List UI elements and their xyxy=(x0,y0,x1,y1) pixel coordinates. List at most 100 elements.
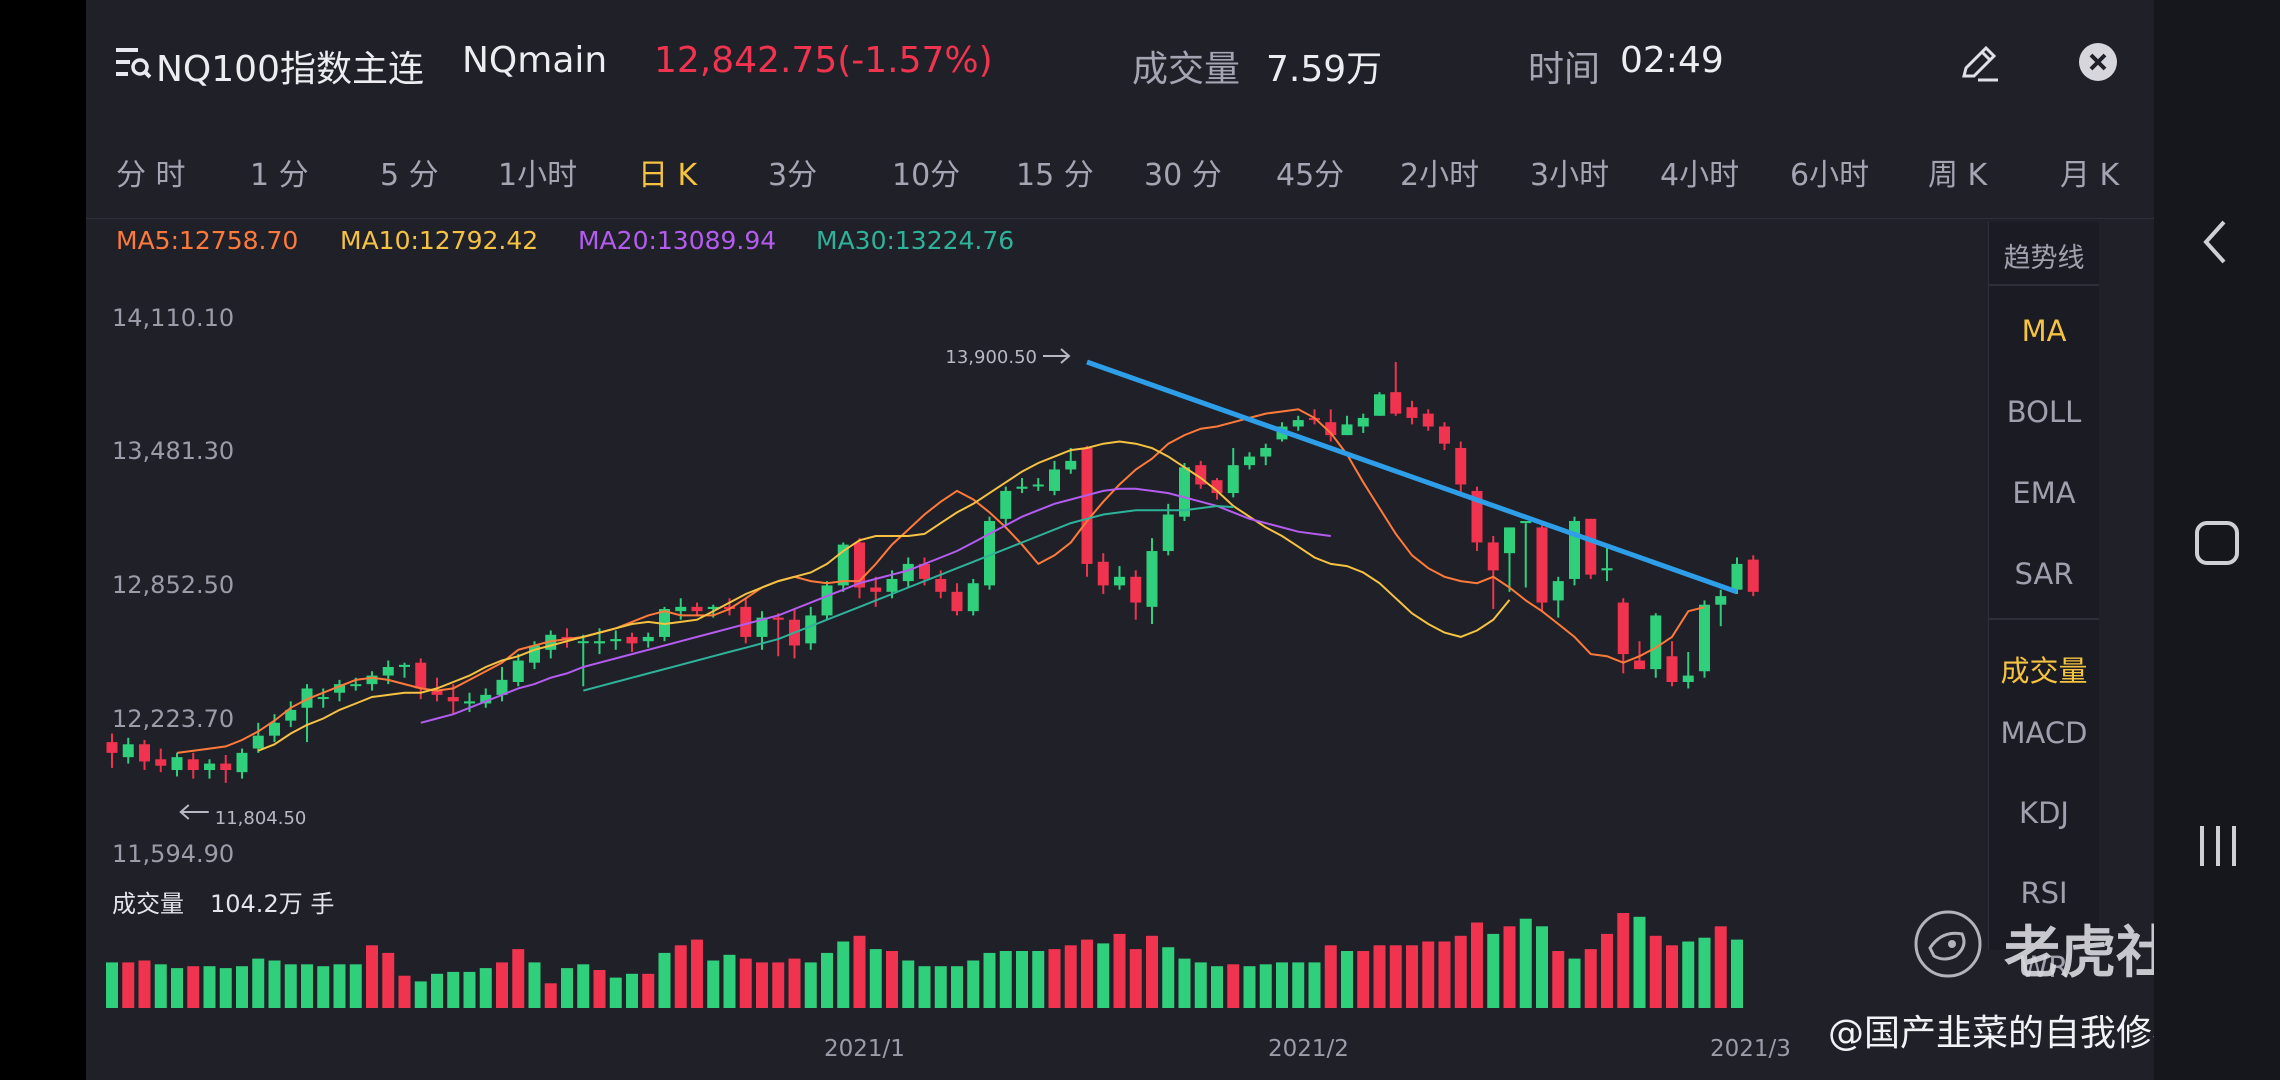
watermark-handle: @国产韭菜的自我修养 xyxy=(1828,1013,2189,1054)
tab-monthly-k[interactable]: 月 K xyxy=(2060,158,2120,193)
volume-bar xyxy=(1617,913,1630,1008)
side-item-ema[interactable]: EMA xyxy=(2012,476,2076,510)
volume-bar xyxy=(1324,945,1337,1008)
volume-bar xyxy=(886,951,898,1008)
tiger-logo-icon xyxy=(1914,910,1982,978)
candle-body xyxy=(1536,527,1548,603)
candle-body xyxy=(902,563,914,582)
candle-body xyxy=(171,757,183,771)
side-item-rsi[interactable]: RSI xyxy=(2020,876,2068,910)
volume-bar xyxy=(1048,949,1061,1008)
candle-body xyxy=(886,578,898,592)
tab-daily-k[interactable]: 日 K xyxy=(638,158,698,193)
volume-bar xyxy=(431,973,443,1008)
volume-bar xyxy=(1454,935,1467,1008)
volume-panel-label: 成交量 xyxy=(112,890,184,918)
tab-2hour[interactable]: 2小时 xyxy=(1400,158,1480,193)
tab-6hour[interactable]: 6小时 xyxy=(1790,158,1870,193)
volume-bar xyxy=(609,977,622,1008)
volume-bar xyxy=(837,941,850,1008)
volume-bar xyxy=(463,971,476,1008)
close-icon[interactable] xyxy=(2078,42,2118,82)
volume-bar xyxy=(1536,926,1548,1008)
candle-body xyxy=(707,606,719,610)
candle-body xyxy=(1114,576,1125,586)
volume-bar xyxy=(1211,966,1223,1008)
volume-bar xyxy=(1373,945,1386,1008)
volume-bar xyxy=(382,952,395,1008)
instrument-symbol: NQmain xyxy=(462,40,608,81)
candle-body xyxy=(1666,656,1678,683)
volume-bar xyxy=(1032,951,1045,1008)
volume-bar xyxy=(284,964,297,1008)
tab-1hour[interactable]: 1小时 xyxy=(498,158,578,193)
tab-3hour[interactable]: 3小时 xyxy=(1530,158,1610,193)
volume-bar xyxy=(1016,951,1028,1008)
volume-bar xyxy=(1341,951,1353,1008)
volume-bar xyxy=(349,964,362,1008)
candle-body xyxy=(1195,465,1207,485)
candle-body xyxy=(610,639,622,642)
candle-body xyxy=(1731,563,1743,590)
ma10-legend: MA10:12792.42 xyxy=(340,226,539,255)
candle-body xyxy=(837,544,849,586)
side-item-ma[interactable]: MA xyxy=(2021,314,2067,348)
candle-body xyxy=(1130,576,1142,603)
candle-body xyxy=(1016,486,1028,489)
volume-bar xyxy=(1682,941,1695,1008)
back-icon[interactable] xyxy=(2198,218,2234,266)
candle-body xyxy=(756,617,768,637)
tab-10min[interactable]: 10分 xyxy=(892,158,961,193)
side-item-boll[interactable]: BOLL xyxy=(2006,395,2082,429)
tab-5min[interactable]: 5 分 xyxy=(380,158,439,193)
candle-body xyxy=(1747,559,1759,592)
candle-body xyxy=(187,759,199,771)
candle-body xyxy=(561,636,573,640)
side-item-trendline[interactable]: 趋势线 xyxy=(2003,243,2085,274)
price-axis-label: 13,481.30 xyxy=(112,437,235,465)
volume-bar xyxy=(187,966,200,1008)
candle-body xyxy=(1390,392,1402,414)
candle-body xyxy=(1601,568,1613,571)
candle-body xyxy=(1634,660,1645,670)
side-item-kdj[interactable]: KDJ xyxy=(2019,796,2069,830)
candle-body xyxy=(659,609,670,637)
volume-bar xyxy=(1113,933,1126,1008)
volume-label: 成交量 xyxy=(1132,49,1241,90)
time-value: 02:49 xyxy=(1620,40,1724,81)
tab-15min[interactable]: 15 分 xyxy=(1016,158,1094,193)
volume-bar xyxy=(447,971,460,1008)
tab-45min[interactable]: 45分 xyxy=(1276,158,1345,193)
system-nav-bar xyxy=(2154,0,2280,1080)
volume-panel-value: 104.2万 手 xyxy=(210,890,335,918)
candle-body xyxy=(967,583,979,612)
pencil-icon[interactable] xyxy=(1956,40,2002,86)
home-icon[interactable] xyxy=(2194,520,2240,566)
volume-bar xyxy=(772,962,785,1008)
tab-weekly-k[interactable]: 周 K xyxy=(1928,158,1988,193)
tab-1min[interactable]: 1 分 xyxy=(250,158,309,193)
candlestick-chart[interactable]: 13,900.50 11,804.50 xyxy=(86,230,1986,860)
candle-body xyxy=(1585,518,1597,575)
candle-body xyxy=(1504,527,1515,554)
recent-apps-icon[interactable] xyxy=(2196,824,2240,868)
side-item-volume[interactable]: 成交量 xyxy=(2000,654,2088,688)
volume-bar xyxy=(479,968,492,1008)
menu-search-icon[interactable] xyxy=(114,44,152,82)
side-divider xyxy=(1989,618,2099,620)
candle-body xyxy=(740,606,752,637)
candle-body xyxy=(1211,480,1223,494)
candle-body xyxy=(1422,413,1434,427)
volume-bar xyxy=(1471,922,1483,1008)
header-bar: NQ100指数主连 NQmain 12,842.75(-1.57%) 成交量 7… xyxy=(86,0,2154,128)
tab-30min[interactable]: 30 分 xyxy=(1144,158,1222,193)
instrument-name[interactable]: NQ100指数主连 xyxy=(156,49,424,90)
candle-body xyxy=(1455,447,1467,485)
volume-bar xyxy=(268,960,281,1008)
candle-body xyxy=(935,578,947,592)
tab-fenshi[interactable]: 分 时 xyxy=(116,158,186,193)
tab-4hour[interactable]: 4小时 xyxy=(1660,158,1740,193)
side-item-sar[interactable]: SAR xyxy=(2014,557,2074,591)
side-item-macd[interactable]: MACD xyxy=(2000,716,2088,750)
tab-3min[interactable]: 3分 xyxy=(768,158,818,193)
